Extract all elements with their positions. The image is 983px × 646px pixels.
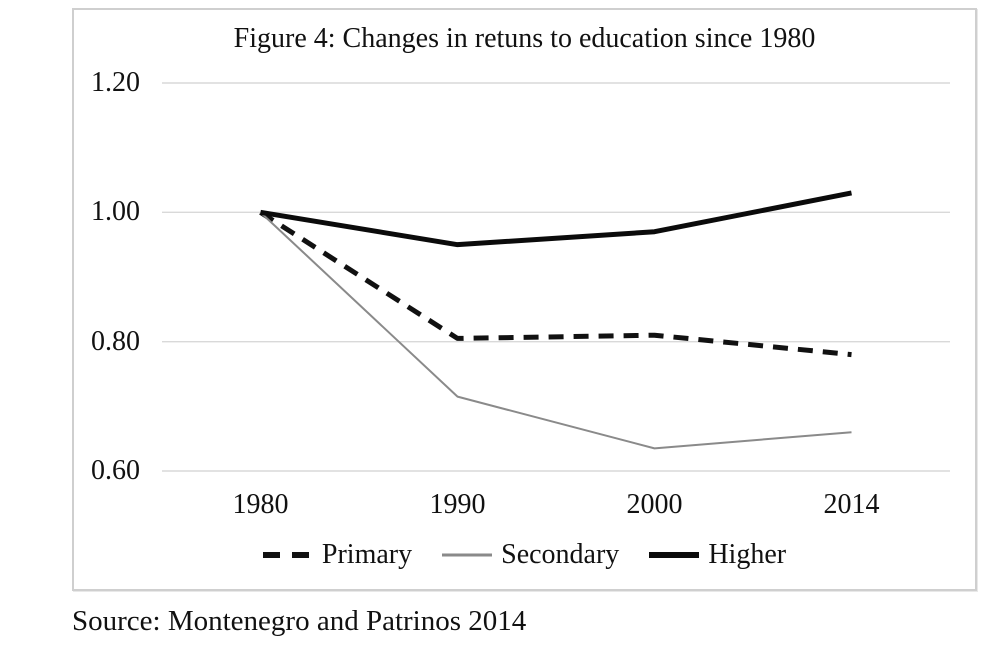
legend-line-sample-higher: [649, 552, 700, 558]
x-tick-label: 1980: [232, 489, 289, 520]
legend-line-sample-primary: [262, 552, 313, 558]
y-tick-label: 0.80: [91, 325, 140, 357]
source-note: Source: Montenegro and Patrinos 2014: [72, 605, 527, 637]
legend-item-secondary: Secondary: [442, 538, 619, 572]
legend-item-primary: Primary: [262, 538, 413, 572]
legend-item-higher: Higher: [649, 538, 786, 572]
legend-label: Higher: [708, 539, 787, 570]
chart-legend: Primary Secondary Higher: [72, 537, 977, 573]
y-tick-label: 1.20: [91, 67, 140, 98]
chart-title: Figure 4: Changes in retuns to education…: [233, 23, 816, 54]
y-tick-label: 0.60: [91, 455, 140, 486]
legend-label: Primary: [321, 539, 413, 570]
legend-line-sample-secondary: [442, 553, 493, 557]
y-tick-label: 1.00: [91, 196, 140, 228]
legend-label: Secondary: [501, 539, 620, 570]
x-tick-label: 1990: [429, 489, 486, 520]
x-tick-label: 2014: [823, 489, 880, 520]
x-tick-label: 2000: [626, 489, 683, 520]
